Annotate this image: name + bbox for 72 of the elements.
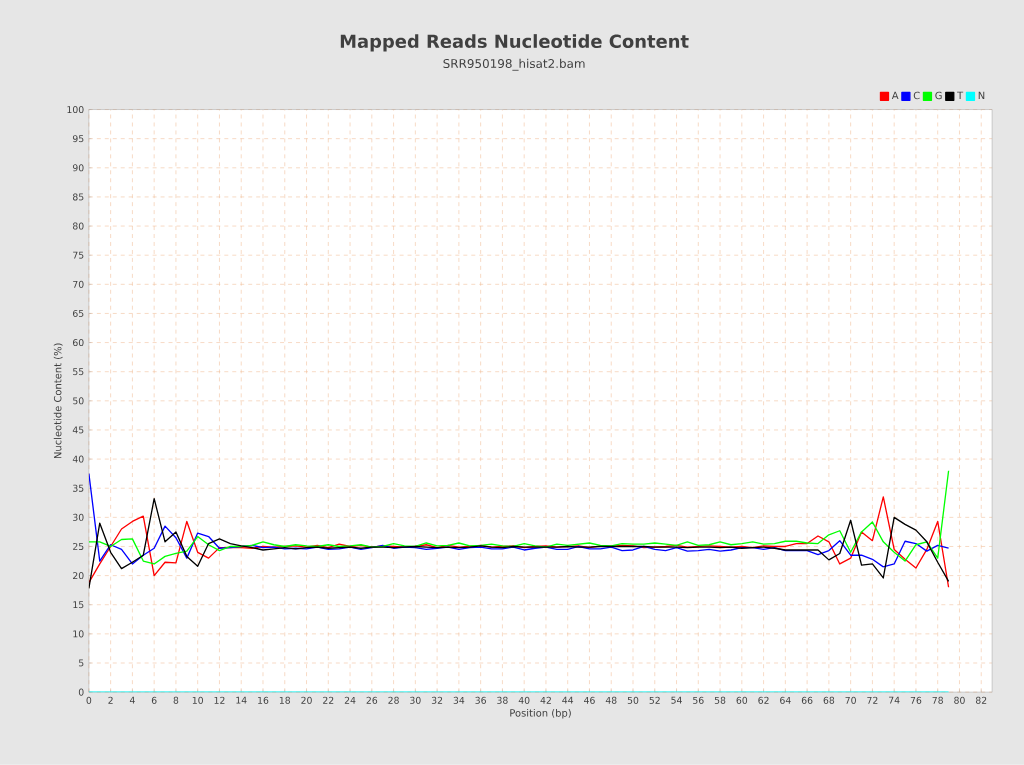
x-tick-label: 60 <box>736 696 748 704</box>
x-tick-label: 34 <box>453 696 465 704</box>
x-tick-label: 2 <box>108 696 113 704</box>
y-tick-label: 85 <box>72 193 84 201</box>
chart-subtitle: SRR950198_hisat2.bam <box>443 58 585 71</box>
x-tick-label: 76 <box>910 696 922 704</box>
legend-label: C <box>913 91 920 100</box>
x-tick-label: 20 <box>301 696 312 704</box>
x-tick-label: 4 <box>129 696 135 704</box>
x-tick-label: 64 <box>780 696 791 704</box>
x-tick-label: 14 <box>236 696 247 704</box>
x-tick-label: 30 <box>410 696 421 704</box>
x-tick-label: 58 <box>714 696 726 704</box>
x-tick-label: 38 <box>497 696 508 704</box>
y-tick-label: 100 <box>67 106 84 114</box>
x-tick-label: 40 <box>518 696 530 704</box>
x-tick-label: 36 <box>475 696 486 704</box>
x-tick-label: 6 <box>151 696 157 704</box>
y-tick-label: 45 <box>72 426 84 434</box>
y-tick-label: 35 <box>73 484 84 492</box>
y-tick-label: 70 <box>73 280 84 288</box>
x-tick-label: 74 <box>889 696 900 704</box>
legend-label: N <box>978 91 985 100</box>
x-tick-label: 12 <box>214 696 225 704</box>
x-tick-label: 80 <box>954 696 965 704</box>
x-tick-label: 18 <box>279 696 291 704</box>
y-tick-label: 5 <box>78 659 84 667</box>
x-tick-label: 48 <box>605 696 617 704</box>
y-axis-title: Nucleotide Content (%) <box>53 343 63 459</box>
x-tick-label: 8 <box>173 696 179 704</box>
x-tick-label: 24 <box>344 696 356 704</box>
x-tick-label: 16 <box>258 696 269 704</box>
x-tick-label: 78 <box>932 696 943 704</box>
y-tick-label: 65 <box>73 310 84 318</box>
x-tick-label: 72 <box>867 696 878 704</box>
y-tick-label: 0 <box>78 688 84 696</box>
y-tick-label: 10 <box>73 630 84 638</box>
x-tick-label: 32 <box>431 696 443 704</box>
x-tick-label: 62 <box>758 696 769 704</box>
chart-title: Mapped Reads Nucleotide Content <box>340 34 689 52</box>
y-tick-label: 55 <box>73 368 84 376</box>
x-tick-label: 50 <box>627 696 639 704</box>
y-tick-label: 25 <box>73 543 84 551</box>
x-tick-label: 0 <box>86 696 92 704</box>
x-tick-label: 26 <box>366 696 378 704</box>
x-axis-title: Position (bp) <box>510 709 571 719</box>
x-tick-label: 70 <box>845 696 856 704</box>
x-tick-label: 10 <box>192 696 203 704</box>
x-tick-label: 82 <box>975 696 987 704</box>
x-tick-label: 54 <box>671 696 682 704</box>
y-tick-label: 75 <box>73 251 84 259</box>
y-tick-label: 30 <box>73 513 84 521</box>
y-tick-label: 40 <box>72 455 84 463</box>
x-tick-label: 44 <box>562 696 574 704</box>
x-tick-label: 28 <box>388 696 399 704</box>
x-tick-label: 42 <box>540 696 551 704</box>
y-tick-label: 60 <box>73 339 84 347</box>
y-tick-label: 80 <box>72 222 84 230</box>
y-tick-label: 50 <box>73 397 84 405</box>
legend-label: A <box>891 91 899 100</box>
y-tick-label: 95 <box>72 135 84 143</box>
x-tick-label: 46 <box>584 696 595 704</box>
x-tick-label: 22 <box>323 696 334 704</box>
y-tick-label: 90 <box>72 164 84 172</box>
x-tick-label: 56 <box>693 696 704 704</box>
x-tick-label: 66 <box>801 696 813 704</box>
x-tick-label: 52 <box>649 696 660 704</box>
x-tick-label: 68 <box>823 696 835 704</box>
legend-label: G <box>935 91 942 100</box>
y-tick-label: 15 <box>73 601 84 609</box>
y-tick-label: 20 <box>73 572 84 580</box>
legend-label: T <box>957 91 964 100</box>
